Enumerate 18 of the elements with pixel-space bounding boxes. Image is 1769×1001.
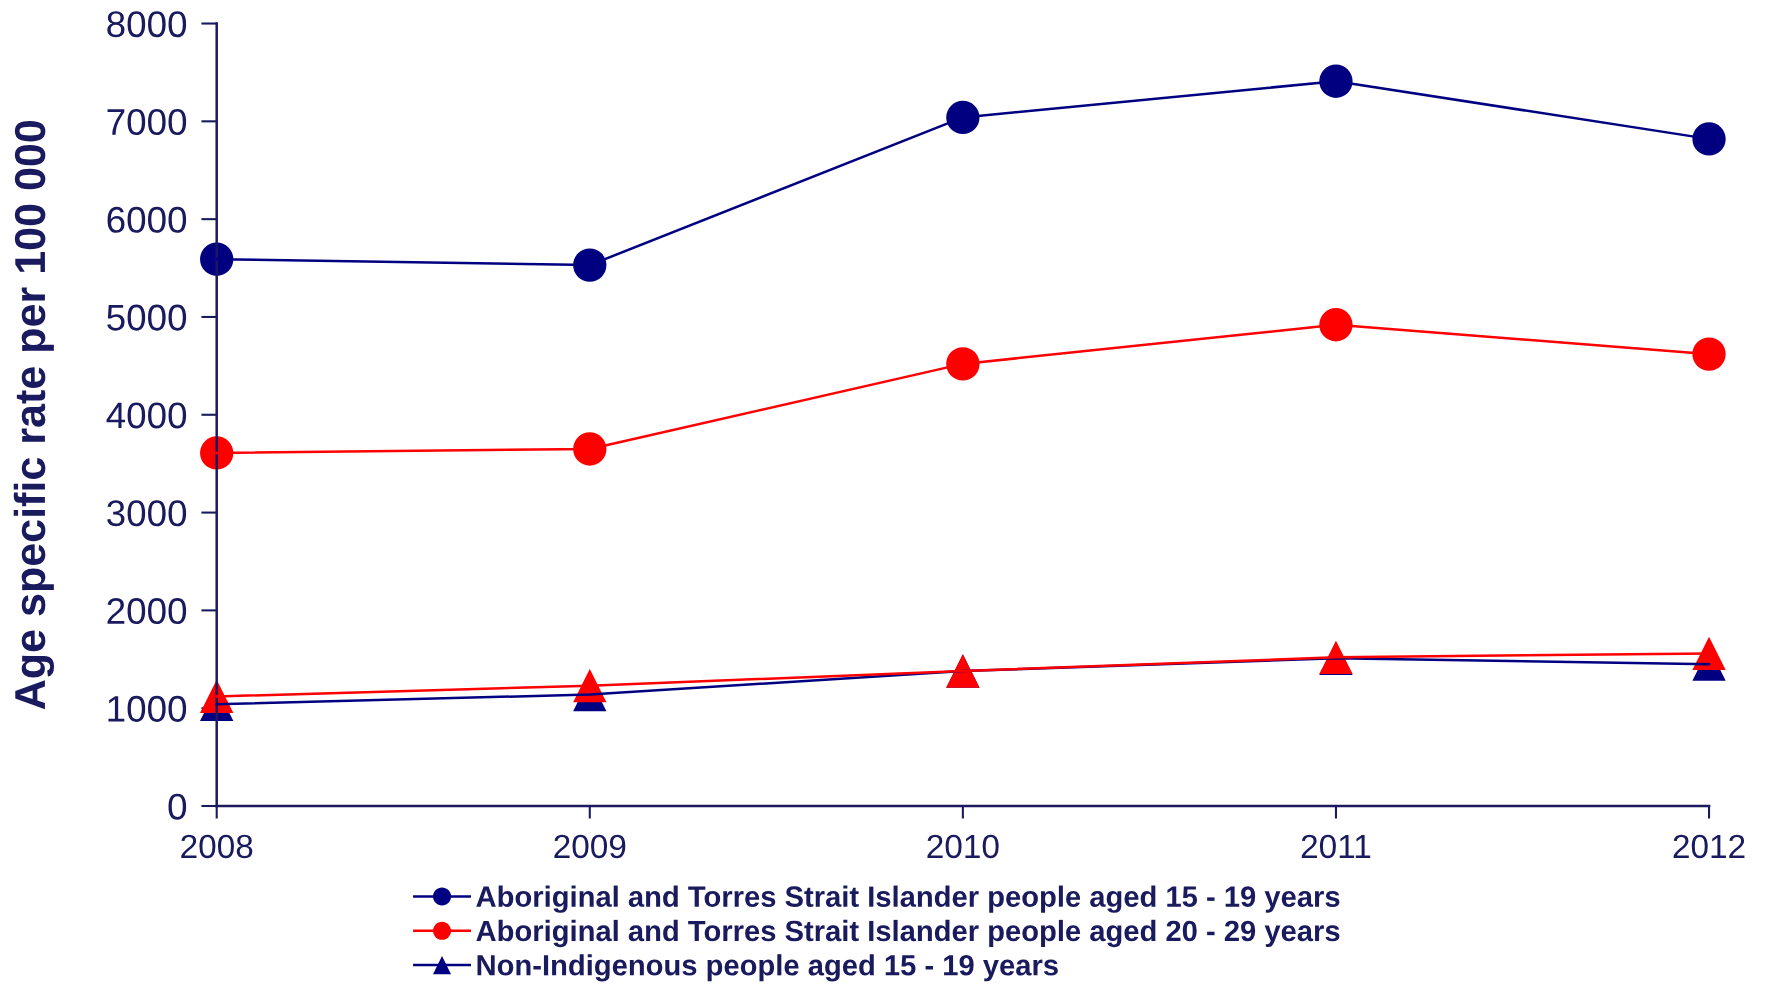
y-tick-label: 3000	[107, 500, 187, 527]
y-tick-label: 0	[168, 793, 187, 820]
legend-label: Aboriginal and Torres Strait Islander people aged 15 - 19 years	[476, 885, 1340, 913]
x-tick-label: 2011	[1301, 834, 1371, 859]
legend-label: Aboriginal and Torres Strait Islander people aged 20 - 29 years	[476, 919, 1340, 948]
y-tick-label: 8000	[107, 11, 187, 38]
y-tick-label: 6000	[107, 206, 187, 233]
y-tick-label: 4000	[106, 402, 187, 429]
y-tick-label: 1000	[108, 695, 187, 722]
x-tick-label: 2010	[927, 834, 999, 859]
x-tick-label: 2009	[554, 834, 626, 859]
y-axis-title: Age specific rate per 100 000	[13, 120, 55, 710]
legend-label: Non-Indigenous people aged 15 - 19 years	[477, 954, 1058, 982]
y-tick-label: 7000	[107, 108, 187, 136]
x-tick-label: 2012	[1673, 834, 1745, 859]
y-tick-label: 5000	[107, 304, 187, 331]
y-tick-label: 2000	[107, 598, 187, 625]
x-tick-label: 2008	[181, 834, 253, 859]
